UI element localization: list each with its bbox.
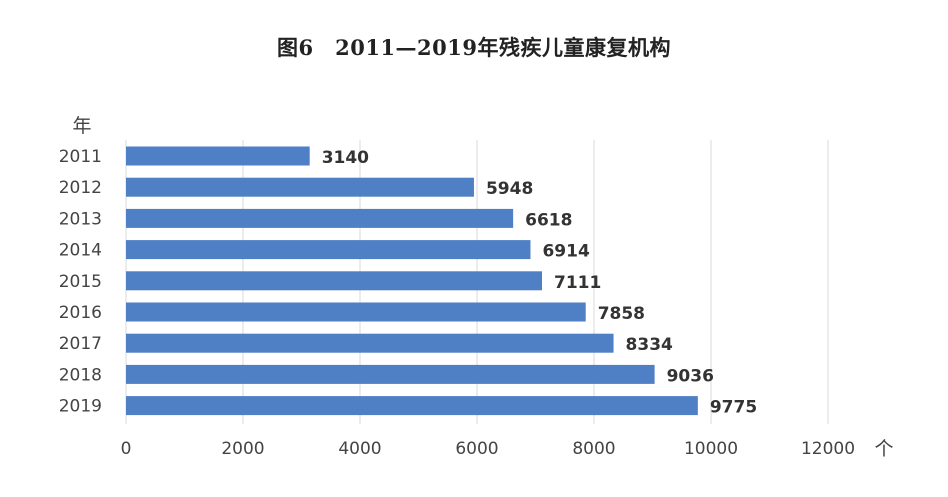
bars: [126, 146, 698, 416]
bar-2015: [126, 271, 542, 291]
x-tick-label-10000: 10000: [684, 439, 738, 459]
y-tick-label-2019: 2019: [59, 397, 102, 417]
data-label-2018: 9036: [667, 366, 714, 386]
data-label-2015: 7111: [554, 273, 601, 293]
y-tick-label-2012: 2012: [59, 178, 102, 198]
x-axis-unit-label: 个: [874, 438, 893, 460]
y-tick-label-2015: 2015: [59, 272, 102, 292]
data-label-2012: 5948: [486, 179, 533, 199]
data-label-2011: 3140: [322, 148, 369, 168]
bar-2011: [126, 146, 310, 166]
y-tick-label-2013: 2013: [59, 209, 102, 229]
bar-2012: [126, 177, 474, 197]
y-tick-label-2017: 2017: [59, 334, 102, 354]
chart-title: 图6 2011—2019年残疾儿童康复机构: [276, 35, 671, 60]
x-tick-label-4000: 4000: [338, 439, 381, 459]
y-tick-label-2018: 2018: [59, 365, 102, 385]
x-tick-label-12000: 12000: [801, 439, 855, 459]
data-label-2019: 9775: [710, 398, 757, 418]
data-label-2014: 6914: [542, 242, 589, 262]
bar-2019: [126, 396, 698, 416]
labels: 0 2000 4000 6000 8000 10000 12000 2011 3140 2012 5…: [59, 115, 894, 460]
x-tick-label-6000: 6000: [455, 439, 498, 459]
y-tick-label-2014: 2014: [59, 241, 102, 261]
bar-2017: [126, 333, 614, 353]
x-tick-label-2000: 2000: [221, 439, 264, 459]
data-label-2013: 6618: [525, 210, 572, 230]
bar-2016: [126, 302, 586, 322]
x-tick-label-8000: 8000: [572, 439, 615, 459]
bar-2014: [126, 240, 531, 260]
y-tick-label-2016: 2016: [59, 303, 102, 323]
y-tick-label-2011: 2011: [59, 147, 102, 167]
data-label-2017: 8334: [626, 335, 673, 355]
bar-2013: [126, 208, 514, 228]
x-tick-label-0: 0: [121, 439, 132, 459]
y-axis-unit-label: 年: [72, 115, 91, 137]
data-label-2016: 7858: [598, 304, 645, 324]
bar-2018: [126, 364, 655, 384]
